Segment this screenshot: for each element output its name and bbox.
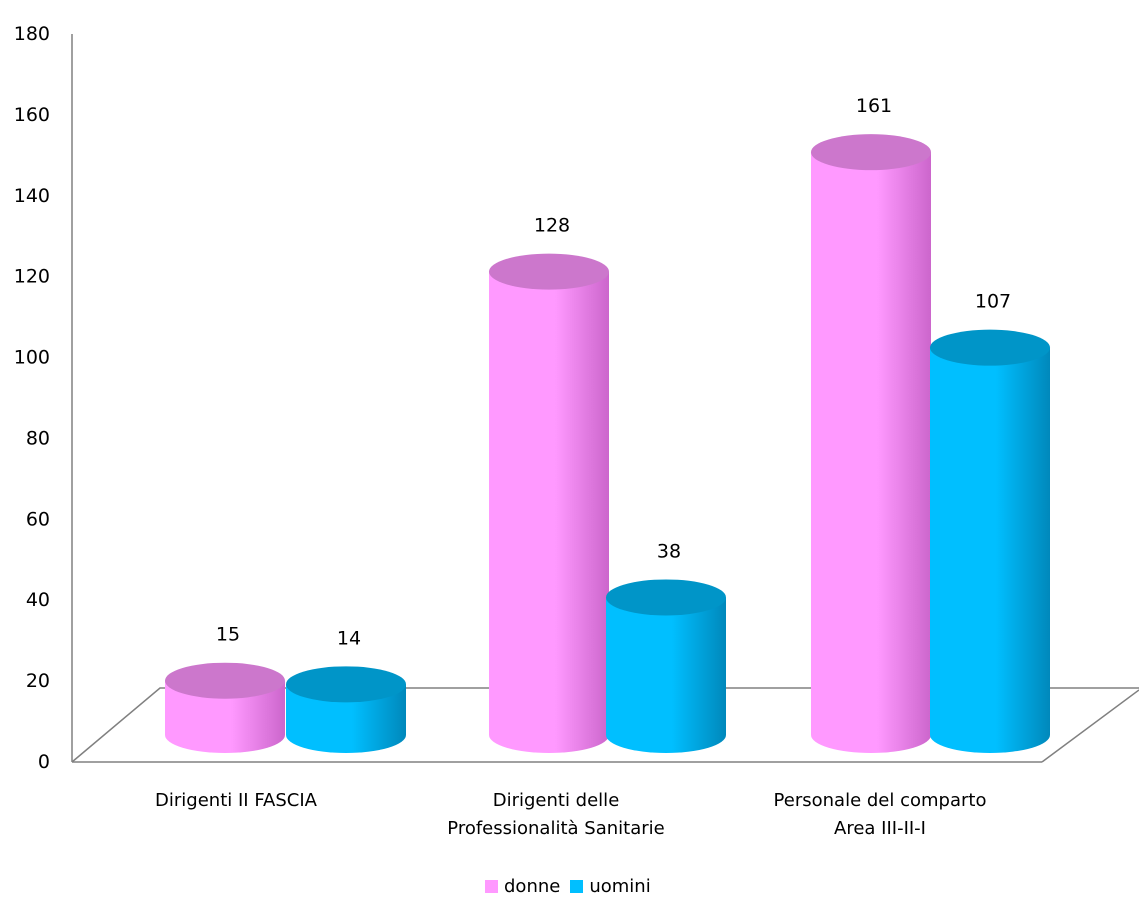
bar-top-donne-1 — [489, 253, 609, 290]
data-label-donne-2: 161 — [856, 95, 892, 117]
y-tick-label: 120 — [14, 266, 50, 288]
data-label-uomini-1: 38 — [657, 540, 681, 562]
bar-donne-1 — [489, 271, 609, 753]
category-label-1-1: Professionalità Sanitarie — [447, 818, 664, 839]
bar-top-uomini-0 — [286, 666, 406, 703]
chart-labels: 15 128 161 14 38 107 Dirigenti II FASCIA Dirige… — [155, 95, 1011, 839]
bar-top-donne-2 — [811, 134, 931, 171]
data-label-uomini-2: 107 — [975, 291, 1011, 313]
bar-top-donne-0 — [165, 662, 285, 699]
y-tick-label: 180 — [14, 23, 50, 45]
category-label-0-0: Dirigenti II FASCIA — [155, 790, 318, 811]
bar-uomini-2 — [930, 347, 1050, 753]
legend: donne uomini — [485, 876, 661, 897]
bar-donne-2 — [811, 152, 931, 753]
y-tick-label: 100 — [14, 347, 50, 369]
chart-axes: 0 20 40 60 80 100 120 140 160 180 — [14, 23, 1139, 773]
y-tick-label: 160 — [14, 104, 50, 126]
data-label-donne-0: 15 — [216, 624, 240, 646]
legend-swatch-donne — [485, 880, 498, 893]
category-label-1-0: Dirigenti delle — [493, 790, 620, 811]
legend-label-uomini: uomini — [589, 876, 651, 897]
bar-uomini-1 — [606, 597, 726, 753]
y-tick-label: 140 — [14, 185, 50, 207]
legend-item-uomini: uomini — [570, 876, 651, 897]
y-tick-label: 20 — [26, 670, 50, 692]
bar-donne-0 — [165, 680, 285, 753]
chart-bars — [165, 134, 1050, 753]
legend-swatch-uomini — [570, 880, 584, 893]
legend-item-donne: donne — [485, 876, 560, 897]
data-label-uomini-0: 14 — [337, 627, 361, 649]
legend-label-donne: donne — [504, 876, 561, 897]
y-tick-label: 60 — [26, 508, 50, 530]
category-label-2-1: Area III-II-I — [834, 818, 926, 839]
bar-top-uomini-1 — [606, 579, 726, 616]
floor-right-edge — [1041, 689, 1139, 763]
chart: 0 20 40 60 80 100 120 140 160 180 15 128 161 14 38 107… — [14, 23, 1139, 839]
y-tick-label: 0 — [38, 751, 50, 773]
bar-top-uomini-2 — [930, 329, 1050, 366]
category-label-2-0: Personale del comparto — [774, 790, 987, 811]
bar-uomini-0 — [286, 684, 406, 753]
y-tick-label: 80 — [26, 427, 50, 449]
y-tick-label: 40 — [26, 589, 50, 611]
data-label-donne-1: 128 — [534, 215, 570, 237]
